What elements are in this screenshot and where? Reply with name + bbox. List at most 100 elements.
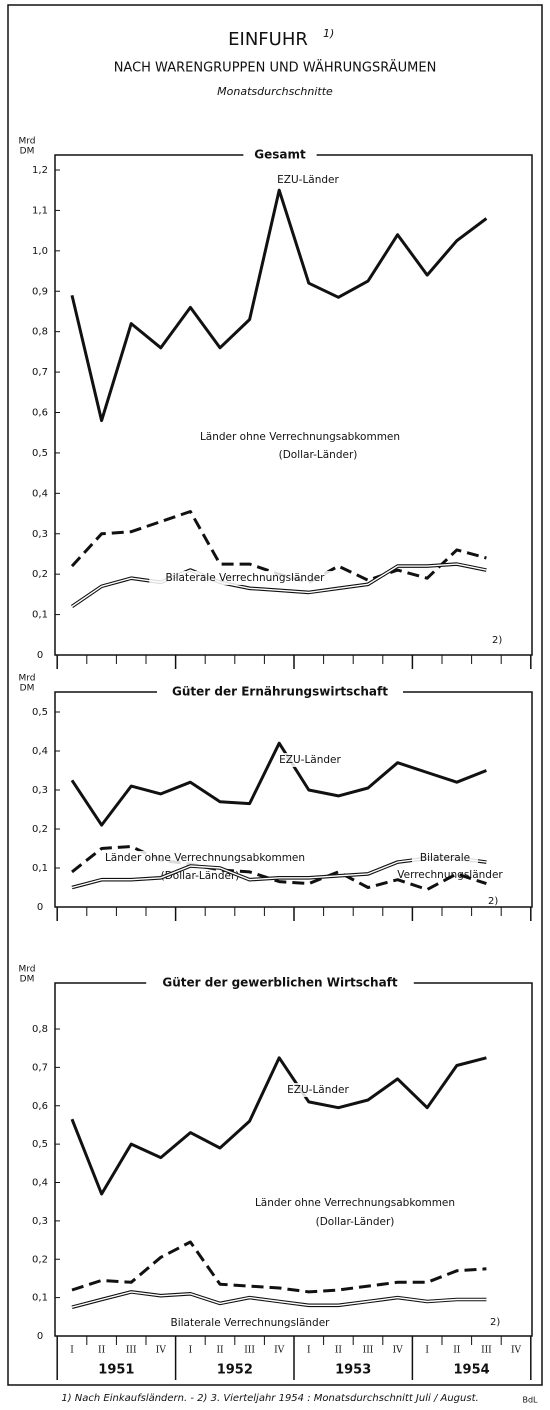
chart-title: Güter der Ernährungswirtschaft [172, 685, 388, 699]
x-tick-label: I [70, 1346, 74, 1356]
series-label: Bilaterale [420, 852, 470, 864]
x-tick-label: I [189, 1346, 193, 1356]
footnote: 1) Nach Einkaufsländern. - 2) 3. Viertel… [61, 1393, 478, 1404]
label-bg [99, 851, 311, 865]
x-tick-label: III [363, 1346, 374, 1356]
subtitle: NACH WARENGRUPPEN UND WÄHRUNGSRÄUMEN [114, 60, 437, 76]
y-tick-label: 0,2 [32, 824, 48, 835]
series-line [71, 1240, 487, 1294]
x-tick-label: IV [156, 1346, 167, 1356]
credit: BdL [522, 1396, 538, 1405]
series-label: Länder ohne Verrechnungsabkommen [200, 431, 400, 443]
series-line [70, 1056, 487, 1196]
note: Monatsdurchschnitte [217, 85, 333, 98]
y-axis-label: Mrd [18, 137, 35, 147]
series-line [70, 741, 487, 827]
x-tick-label: I [425, 1346, 429, 1356]
series-label: Länder ohne Verrechnungsabkommen [105, 852, 305, 864]
y-tick-label: 1,2 [32, 165, 48, 176]
y-tick-label: 0,2 [32, 569, 48, 580]
x-tick-label: III [244, 1346, 255, 1356]
y-axis-label: DM [20, 147, 35, 157]
x-tick-label: II [98, 1346, 106, 1356]
title-bg [146, 975, 414, 991]
y-tick-label: 0,1 [32, 863, 48, 874]
y-axis-label: DM [20, 684, 35, 694]
label-bg [275, 173, 341, 187]
chart-title: Gesamt [254, 148, 306, 162]
label-bg [154, 1316, 346, 1330]
x-tick-label: IV [393, 1346, 404, 1356]
x-tick-label: IV [274, 1346, 285, 1356]
label-bg [277, 753, 343, 767]
series-label: Länder ohne Verrechnungsabkommen [255, 1197, 455, 1209]
y-tick-label: 1,1 [32, 205, 48, 216]
y-tick-label: 0,7 [32, 1062, 48, 1073]
series-line [70, 562, 487, 608]
x-tick-label: II [216, 1346, 224, 1356]
y-tick-label: 0,7 [32, 367, 48, 378]
label-bg [285, 1083, 351, 1097]
year-label: 1953 [335, 1363, 371, 1378]
y-tick-label: 0,3 [32, 785, 48, 796]
y-axis-label: Mrd [18, 674, 35, 684]
label-bg [249, 1196, 461, 1210]
chart-title: Güter der gewerblichen Wirtschaft [162, 976, 398, 990]
series-label: Bilaterale Verrechnungsländer [171, 1317, 331, 1329]
y-tick-label: 0,1 [32, 1293, 48, 1304]
title-bg [157, 684, 403, 700]
y-tick-label: 0,3 [32, 1216, 48, 1227]
y-tick-label: 0,6 [32, 408, 48, 419]
y-tick-label: 0,1 [32, 610, 48, 621]
y-tick-label: 0,4 [32, 488, 48, 499]
x-tick-label: I [307, 1346, 311, 1356]
y-tick-label: 0,5 [32, 707, 48, 718]
series-label: EZU-Länder [277, 174, 339, 186]
annotation: 2) [490, 1317, 500, 1328]
series-label: Verrechnungsländer [397, 869, 503, 881]
y-tick-label: 0,5 [32, 448, 48, 459]
title-bg [243, 147, 317, 163]
label-bg [149, 571, 341, 585]
series-label: (Dollar-Länder) [316, 1216, 395, 1228]
series-label: EZU-Länder [287, 1084, 349, 1096]
series-line-inner [71, 1291, 487, 1308]
y-tick-label: 0,8 [32, 327, 48, 338]
y-axis-label: DM [20, 975, 35, 985]
x-tick-label: IV [511, 1346, 522, 1356]
series-line [71, 1290, 487, 1309]
label-bg [412, 851, 478, 865]
year-label: 1952 [217, 1363, 253, 1378]
series-label: EZU-Länder [279, 754, 341, 766]
y-tick-label: 0,9 [32, 286, 48, 297]
year-label: 1951 [98, 1363, 134, 1378]
series-line-inner [71, 563, 487, 608]
y-tick-label: 1,0 [32, 246, 48, 257]
year-label: 1954 [454, 1363, 490, 1378]
y-tick-label: 0,8 [32, 1024, 48, 1035]
series-label: (Dollar-Länder) [279, 449, 358, 461]
x-tick-label: III [126, 1346, 137, 1356]
y-axis-label: Mrd [18, 965, 35, 975]
x-tick-label: II [335, 1346, 343, 1356]
y-tick-label: 0 [37, 902, 43, 913]
title-note: 1) [323, 27, 334, 40]
y-tick-label: 0,3 [32, 529, 48, 540]
frame [7, 4, 543, 1386]
y-tick-label: 0 [37, 1331, 43, 1342]
x-tick-label: II [453, 1346, 461, 1356]
series-line [70, 188, 488, 423]
y-tick-label: 0,4 [32, 1178, 48, 1189]
y-tick-label: 0,2 [32, 1254, 48, 1265]
series-label: Bilaterale Verrechnungsländer [166, 572, 326, 584]
y-tick-label: 0 [37, 650, 43, 661]
y-tick-label: 0,4 [32, 746, 48, 757]
y-tick-label: 0,5 [32, 1139, 48, 1150]
annotation: 2) [492, 635, 502, 646]
annotation: 2) [488, 896, 498, 907]
x-tick-label: III [481, 1346, 492, 1356]
series-label: (Dollar-Länder) [161, 870, 240, 882]
title: EINFUHR [228, 29, 308, 50]
